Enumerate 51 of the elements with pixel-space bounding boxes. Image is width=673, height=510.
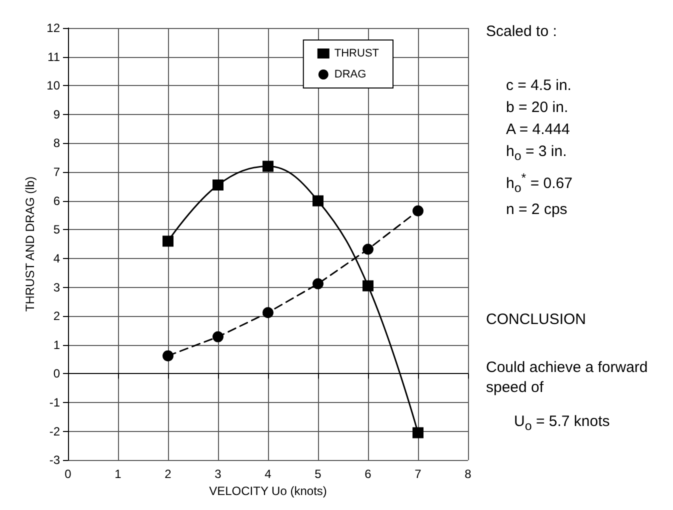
y-tick-label: 4 [53, 251, 60, 266]
y-tick-label: 12 [46, 21, 60, 35]
text: A = 4.444 [505, 120, 571, 140]
x-axis-title: VELOCITY Uo (knots) [209, 484, 327, 498]
point [262, 307, 274, 318]
point [162, 350, 174, 362]
point [162, 236, 174, 247]
x-tick-label: 1 [114, 467, 122, 482]
point [412, 205, 424, 216]
y-tick-label: 0 [53, 366, 60, 381]
x-tick-label: 5 [314, 467, 322, 482]
text: Could achieve a forward speed of [486, 358, 649, 398]
y-tick-label: 8 [53, 136, 60, 150]
y-tick-label: 2 [53, 309, 60, 324]
y-axis-title: THRUST AND DRAG (lb) [22, 176, 37, 312]
point [262, 160, 274, 172]
point [312, 195, 324, 206]
y-tick-label: 7 [53, 165, 60, 180]
x-tick-label: 7 [414, 467, 422, 482]
point [312, 278, 324, 290]
x-tick-label: 0 [64, 467, 72, 482]
x-tick-label: 8 [464, 467, 472, 482]
text: U$_{o}$ = 5.7 knots [513, 412, 611, 435]
x-tick-label: 2 [164, 467, 172, 482]
y-tick-label: 10 [46, 78, 60, 93]
text: c = 4.5 in. [505, 76, 572, 96]
legend-label: THRUST [334, 48, 380, 60]
legend-label: DRAG [334, 68, 366, 80]
point [212, 331, 224, 342]
text: h$_{o}$$^{*}$ = 0.67 [505, 170, 574, 197]
y-tick-label: 6 [53, 194, 60, 208]
text: Scaled to : [486, 22, 558, 42]
text: n = 2 cps [505, 200, 568, 220]
point [412, 427, 424, 438]
text: b = 20 in. [505, 98, 570, 118]
point [212, 179, 224, 190]
y-tick-label: -2 [49, 424, 60, 438]
point [362, 280, 374, 292]
y-tick-label: 1 [53, 338, 60, 352]
y-tick-label: 11 [48, 50, 60, 64]
y-tick-label: 9 [53, 107, 60, 122]
point [362, 244, 374, 255]
x-tick-label: 6 [364, 467, 372, 482]
y-tick-label: -1 [49, 395, 60, 410]
x-tick-label: 3 [214, 467, 222, 482]
y-tick-label: 3 [53, 280, 60, 294]
text: h$_{o}$ = 3 in. [505, 142, 568, 165]
text: CONCLUSION [486, 310, 588, 330]
x-tick-label: 4 [264, 467, 272, 482]
y-tick-label: -3 [49, 453, 60, 468]
y-tick-label: 5 [53, 222, 60, 237]
